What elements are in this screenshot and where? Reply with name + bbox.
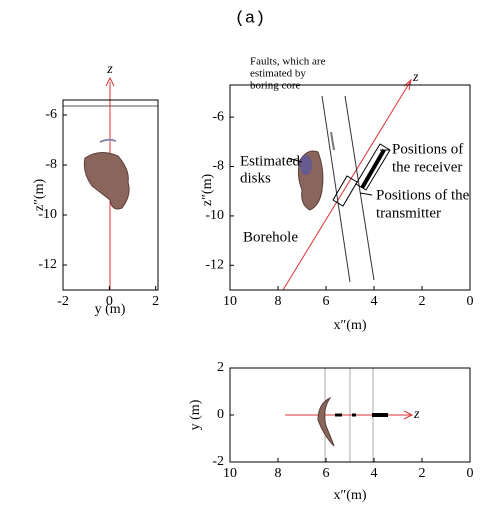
- annotation: boring core: [250, 80, 301, 92]
- disk: [99, 138, 117, 143]
- x-tick-label: 6: [323, 466, 330, 481]
- figure-title: (a): [235, 9, 266, 28]
- y-tick-label: -10: [205, 208, 224, 223]
- plot-frame: [62, 99, 159, 291]
- leader: [359, 192, 373, 196]
- x-tick-label: 10: [223, 294, 237, 309]
- fault: [344, 95, 375, 281]
- y-axis-label: z″(m): [200, 174, 215, 207]
- plot-frame: [229, 84, 471, 291]
- receiver-box: [355, 143, 391, 191]
- annotation: Positions of: [392, 141, 463, 157]
- y-tick-label: -6: [45, 107, 57, 122]
- leader: [287, 157, 303, 163]
- x-tick-label: 0: [467, 466, 474, 481]
- y-axis-label: y (m): [188, 399, 203, 430]
- y-tick-label: -12: [205, 258, 224, 273]
- transmitter-box: [332, 175, 358, 207]
- x-tick-label: 2: [152, 294, 159, 309]
- x-tick-label: 4: [371, 466, 378, 481]
- x-tick-label: 10: [223, 466, 237, 481]
- y-tick-label: -2: [212, 454, 224, 469]
- fault: [321, 95, 351, 283]
- arrow-head: [105, 76, 115, 87]
- axis-arrow-label: z: [106, 62, 113, 77]
- annotation: disks: [240, 170, 271, 186]
- x-tick-label: 8: [275, 466, 282, 481]
- y-tick-label: 0: [217, 407, 224, 422]
- annotation: Positions of the: [376, 187, 470, 203]
- annotation: Faults, which are: [250, 56, 326, 68]
- annotation: Estimated: [240, 153, 300, 169]
- annotation: Borehole: [243, 229, 298, 245]
- arrow-head: [403, 410, 414, 420]
- decorations: [63, 76, 414, 462]
- y-tick-label: -10: [38, 207, 57, 222]
- arrow-head: [403, 78, 412, 91]
- disks: [317, 396, 335, 447]
- disk: [300, 155, 312, 175]
- x-tick-label: 0: [106, 294, 113, 309]
- y-tick-label: -8: [212, 159, 224, 174]
- y-axis-label: z″(m): [32, 179, 47, 212]
- y-tick-label: -8: [45, 157, 57, 172]
- x-tick-label: 2: [419, 294, 426, 309]
- x-tick-label: 8: [275, 294, 282, 309]
- y-tick-label: -12: [38, 257, 57, 272]
- y-tick-label: -6: [212, 109, 224, 124]
- axis-arrow-label: z: [413, 407, 420, 422]
- annotation: the receiver: [392, 159, 462, 175]
- borehole: [282, 81, 411, 291]
- x-tick-label: -2: [57, 294, 69, 309]
- x-axis-label: x″(m): [333, 488, 366, 503]
- annotation: estimated by: [250, 68, 306, 80]
- x-tick-label: 2: [419, 466, 426, 481]
- y-tick-label: 2: [217, 360, 224, 375]
- x-axis-label: x″(m): [333, 318, 366, 333]
- disk: [330, 131, 335, 151]
- x-tick-label: 6: [323, 294, 330, 309]
- x-axis-label: y (m): [95, 302, 126, 317]
- receiver: [360, 148, 386, 190]
- axis-arrow-label: z: [412, 70, 419, 85]
- x-tick-label: 4: [371, 294, 378, 309]
- disks: [83, 152, 130, 210]
- annotation: transmitter: [376, 205, 441, 221]
- x-tick-label: 0: [467, 294, 474, 309]
